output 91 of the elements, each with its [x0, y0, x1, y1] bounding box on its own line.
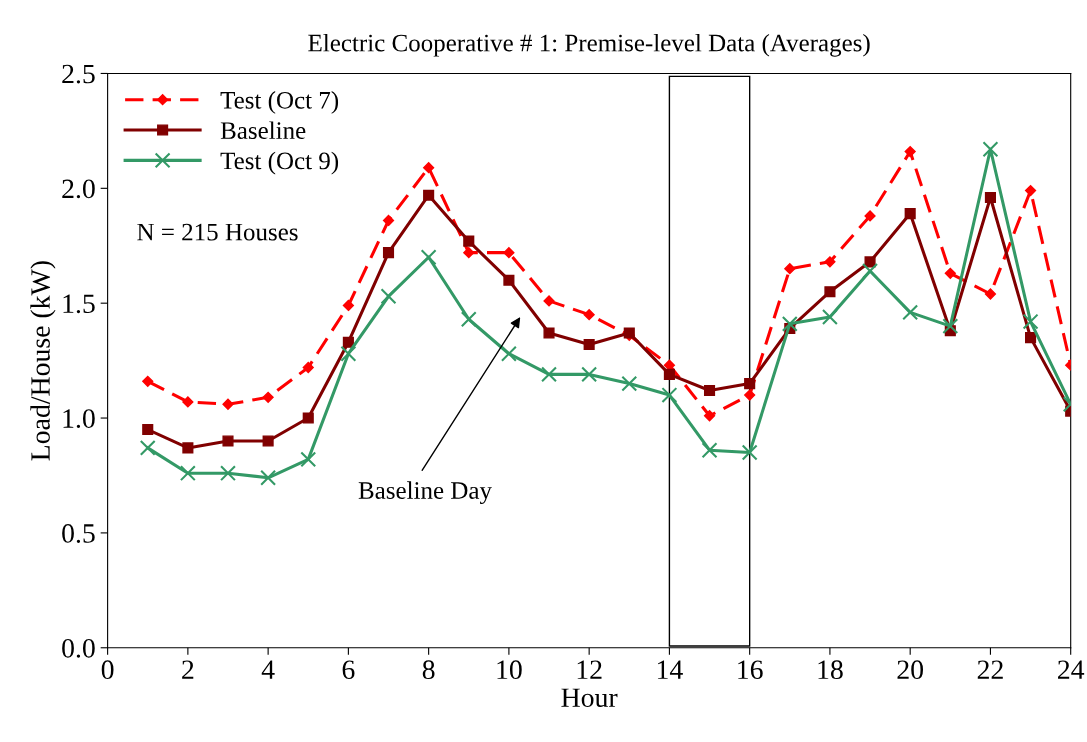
point — [182, 442, 194, 454]
point — [420, 249, 437, 266]
point — [541, 366, 558, 383]
point — [382, 247, 395, 259]
point — [500, 345, 517, 362]
point — [824, 256, 836, 268]
point — [543, 327, 555, 339]
x-tick-label: 16 — [738, 660, 763, 680]
point — [824, 286, 836, 298]
point — [744, 389, 756, 401]
point — [503, 274, 515, 286]
x-tick-label: 8 — [422, 660, 435, 680]
x-axis-title: Hour — [561, 688, 618, 708]
point — [139, 439, 156, 456]
legend-label: Baseline — [220, 121, 306, 140]
point — [302, 361, 314, 374]
point — [260, 469, 277, 486]
point — [864, 256, 876, 268]
y-tick-label: 0.0 — [62, 638, 95, 658]
point — [463, 235, 475, 247]
point — [382, 214, 395, 227]
point — [222, 435, 234, 447]
y-tick-label: 2.5 — [62, 64, 95, 84]
x-tick-label: 4 — [261, 660, 275, 679]
point — [864, 210, 876, 222]
point — [942, 318, 959, 335]
x-tick-label: 24 — [1058, 660, 1085, 679]
y-tick-label: 0.5 — [62, 524, 95, 543]
point — [142, 423, 154, 436]
point — [220, 465, 236, 482]
point — [701, 442, 718, 459]
point — [744, 378, 756, 390]
point — [581, 366, 598, 383]
point — [423, 162, 435, 174]
point — [543, 295, 555, 307]
point — [984, 288, 997, 300]
annotation: Baseline Day — [358, 481, 492, 505]
x-tick-label: 12 — [577, 660, 602, 679]
point — [583, 309, 595, 321]
point — [423, 189, 435, 201]
point — [302, 412, 314, 424]
point — [663, 368, 675, 380]
point — [781, 315, 798, 332]
legend-label: Test (Oct 9) — [220, 151, 339, 175]
point — [262, 435, 274, 447]
point — [342, 299, 354, 312]
point — [583, 338, 595, 351]
point — [463, 247, 475, 259]
x-tick-label: 22 — [977, 660, 1003, 679]
x-tick-label: 2 — [182, 660, 194, 679]
point — [1025, 332, 1037, 344]
point — [703, 384, 716, 397]
x-tick-label: 10 — [497, 660, 522, 680]
chart-title: Electric Cooperative # 1: Premise-level Data (Averages) — [308, 33, 870, 57]
x-tick-label: 20 — [897, 660, 924, 680]
x-tick-label: 14 — [657, 660, 683, 679]
point — [821, 308, 838, 325]
point — [222, 398, 234, 410]
point — [741, 444, 758, 461]
point — [1024, 185, 1037, 197]
point — [179, 465, 196, 482]
point — [1022, 313, 1039, 330]
point — [262, 391, 274, 403]
point — [340, 345, 357, 362]
x-tick-label: 0 — [101, 660, 114, 680]
annotation: N = 215 Houses — [137, 223, 298, 241]
y-tick-label: 1.5 — [63, 294, 95, 314]
point — [460, 311, 477, 328]
point — [503, 247, 515, 259]
point — [862, 263, 879, 279]
point — [142, 375, 154, 387]
point — [300, 451, 317, 468]
point — [703, 410, 716, 422]
point — [904, 208, 916, 220]
legend-label: Test (Oct 7) — [220, 91, 339, 114]
y-tick-label: 1.0 — [63, 409, 95, 429]
point — [944, 267, 956, 279]
point — [784, 263, 796, 275]
x-tick-label: 6 — [342, 660, 355, 680]
point — [982, 141, 999, 158]
point — [902, 304, 919, 321]
point — [342, 336, 354, 348]
point — [984, 191, 996, 204]
point — [661, 387, 678, 404]
point — [182, 396, 194, 408]
y-axis-title: Load/House (kW) — [30, 261, 56, 461]
x-tick-label: 18 — [818, 660, 843, 680]
point — [904, 145, 916, 158]
y-tick-label: 2.0 — [62, 179, 95, 199]
point — [621, 375, 638, 392]
point — [380, 288, 397, 305]
